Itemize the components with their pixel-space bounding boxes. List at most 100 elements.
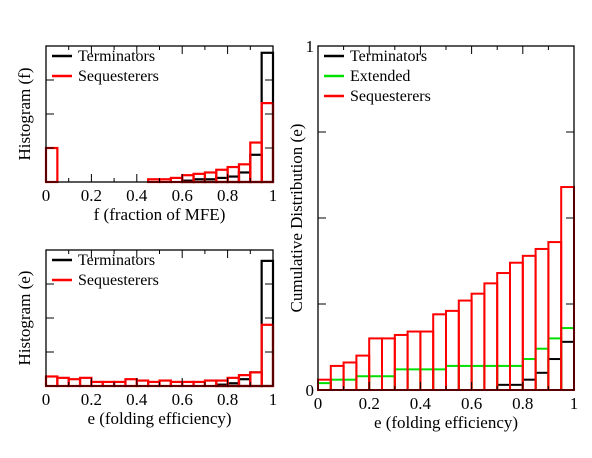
- cum-bar: [381, 375, 396, 391]
- cum-bar: [445, 309, 460, 392]
- cum-bar: [483, 364, 499, 392]
- f-hist-bar: [249, 141, 263, 184]
- cum-bar: [521, 358, 537, 392]
- e-hist-bar: [260, 259, 275, 388]
- cum-xtick-label: 0.8: [512, 394, 533, 413]
- e-hist-xlabel: e (folding efficiency): [87, 409, 231, 428]
- cum-bar: [483, 282, 499, 391]
- cum-legend-label: Sequesterers: [350, 88, 431, 105]
- cum-bar: [393, 333, 409, 391]
- cum-bar: [342, 361, 358, 392]
- cum-panel: 0 0.2 0.4 0.6 0.8 1 0 1 e (folding efficiency) Cu…: [287, 37, 578, 432]
- cum-xtick-label: 0.2: [359, 394, 380, 413]
- e-hist-axes-frame: [45, 249, 274, 387]
- f-hist-series-terminators: [181, 51, 275, 184]
- cum-bar: [355, 375, 371, 391]
- e-hist-legend-label: Sequesterers: [78, 272, 159, 289]
- cum-bar: [355, 354, 371, 392]
- e-hist-series-terminators: [215, 259, 275, 388]
- f-hist-bar: [260, 51, 275, 184]
- e-hist-series-sequesterers: [44, 323, 275, 388]
- f-hist-xlabel: f (fraction of MFE): [94, 205, 226, 224]
- cum-bar: [368, 337, 384, 391]
- cum-bar: [521, 378, 537, 391]
- f-hist-ylabel: Histogram (f): [15, 67, 34, 160]
- e-hist-xtick-label: 0.4: [126, 390, 148, 409]
- cum-bar: [406, 368, 422, 391]
- e-hist-xtick-label: 1: [269, 390, 278, 409]
- cum-bar: [342, 378, 358, 391]
- f-hist-bar: [226, 165, 241, 184]
- e-hist-bar: [44, 375, 59, 388]
- cum-ytick-label: 1: [306, 37, 315, 56]
- cum-bar: [560, 186, 576, 391]
- f-hist-series-sequesterers: [44, 102, 275, 184]
- cum-ylabel: Cumulative Distribution (e): [287, 124, 306, 313]
- f-hist-xtick-label: 0.2: [81, 186, 102, 205]
- cum-bar: [534, 371, 550, 391]
- cum-bar: [509, 261, 524, 391]
- f-hist-bar: [249, 153, 263, 184]
- e-hist-bar: [249, 371, 263, 388]
- e-hist-bar: [237, 374, 252, 388]
- cum-xtick-label: 1: [570, 394, 579, 413]
- cum-xtick-label: 0: [314, 394, 323, 413]
- e-hist-bar: [56, 376, 70, 388]
- cum-bar: [317, 378, 332, 391]
- e-hist-xtick-label: 0.6: [172, 390, 193, 409]
- f-hist-axes-frame: [45, 45, 274, 183]
- cum-bar: [329, 378, 345, 391]
- cum-legend-label: Terminators: [350, 48, 427, 65]
- f-hist-panel: 0 0.2 0.4 0.6 0.8 1 f (fraction of MFE) Histogr…: [15, 45, 278, 224]
- cum-bar: [547, 337, 563, 391]
- cum-bar: [432, 313, 448, 392]
- cum-ytick-label: 0: [306, 381, 315, 400]
- cum-legend-label: Extended: [350, 68, 410, 85]
- cum-xtick-label: 0.6: [461, 394, 482, 413]
- e-hist-bar: [78, 376, 93, 388]
- e-hist-bar: [226, 376, 241, 388]
- f-hist-xtick-label: 0.6: [172, 186, 193, 205]
- cum-bar: [509, 364, 524, 392]
- cum-bar: [560, 340, 576, 391]
- f-hist-xtick-label: 0.4: [126, 186, 148, 205]
- e-hist-ylabel: Histogram (e): [15, 271, 34, 366]
- cum-bar: [432, 368, 448, 391]
- cum-bar: [547, 358, 563, 392]
- cum-legend: Terminators Extended Sequesterers: [324, 48, 431, 105]
- e-hist-panel: 0 0.2 0.4 0.6 0.8 1 e (folding efficiency) Hist…: [15, 249, 278, 428]
- e-hist-legend: Terminators Sequesterers: [52, 252, 159, 289]
- e-hist-bar: [67, 378, 82, 388]
- f-hist-bar: [260, 102, 275, 184]
- e-hist-bar: [260, 323, 275, 388]
- e-hist-xtick-label: 0.8: [217, 390, 238, 409]
- f-hist-bar: [181, 174, 195, 184]
- cum-bar: [496, 364, 512, 392]
- f-hist-bar: [192, 172, 207, 184]
- e-hist-bar: [158, 379, 172, 388]
- e-hist-bar: [135, 379, 150, 388]
- cum-bar: [368, 375, 384, 391]
- cum-bar: [329, 364, 345, 392]
- cum-xlabel: e (folding efficiency): [374, 413, 518, 432]
- cum-bar: [534, 347, 550, 391]
- cum-bar: [406, 330, 422, 391]
- e-hist-bar: [124, 378, 138, 388]
- e-hist-xtick-label: 0: [42, 390, 51, 409]
- f-hist-xtick-label: 1: [269, 186, 278, 205]
- cum-bar: [419, 368, 435, 391]
- f-hist-xtick-label: 0: [42, 186, 51, 205]
- cum-bar: [419, 330, 435, 391]
- cum-bar: [521, 254, 537, 391]
- cum-bar: [457, 299, 473, 391]
- cum-bar: [381, 337, 396, 391]
- cum-bar: [470, 292, 486, 391]
- f-hist-bar: [203, 171, 218, 184]
- cum-bar: [534, 247, 550, 391]
- f-hist-bar: [44, 146, 59, 184]
- f-hist-legend-label: Terminators: [78, 48, 155, 65]
- e-hist-legend-label: Terminators: [78, 252, 155, 269]
- cum-bar: [547, 241, 563, 391]
- f-hist-bar: [237, 171, 252, 184]
